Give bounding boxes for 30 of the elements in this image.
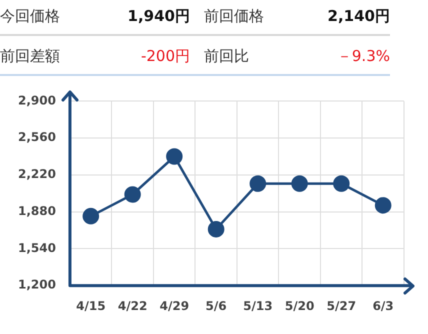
text: -200円 [90, 40, 190, 76]
point [291, 175, 308, 192]
y-tick-label: 2,220 [18, 167, 56, 182]
x-tick-label: 5/20 [284, 298, 314, 313]
text: 今回価格 [0, 0, 90, 36]
x-tick-label: 5/6 [206, 298, 227, 313]
text: 前回比 [190, 40, 290, 76]
point [82, 208, 100, 224]
point [374, 197, 392, 214]
point [333, 175, 350, 192]
text: 1,940円 [90, 0, 190, 36]
point [250, 175, 266, 192]
y-tick-label: 1,540 [18, 240, 56, 255]
x-tick-label: 5/27 [326, 298, 356, 313]
point [166, 148, 183, 165]
y-tick-label: 2,900 [18, 93, 56, 108]
x-tick-label: 4/29 [160, 298, 190, 313]
point [124, 186, 141, 203]
y-tick-label: 1,200 [18, 278, 56, 292]
text: 前回価格 [190, 0, 290, 36]
x-tick-label: 4/15 [76, 298, 106, 313]
y-tick-label: 2,560 [18, 130, 56, 144]
text: 前回差額 [0, 40, 90, 76]
x-tick-label: 5/13 [243, 298, 273, 313]
text: －9.3% [290, 40, 390, 76]
point [208, 220, 224, 238]
y-tick-label: 1,880 [18, 204, 56, 218]
x-tick-label: 6/3 [372, 298, 394, 313]
x-tick-label: 4/22 [118, 298, 148, 313]
text: 2,140円 [290, 0, 390, 36]
